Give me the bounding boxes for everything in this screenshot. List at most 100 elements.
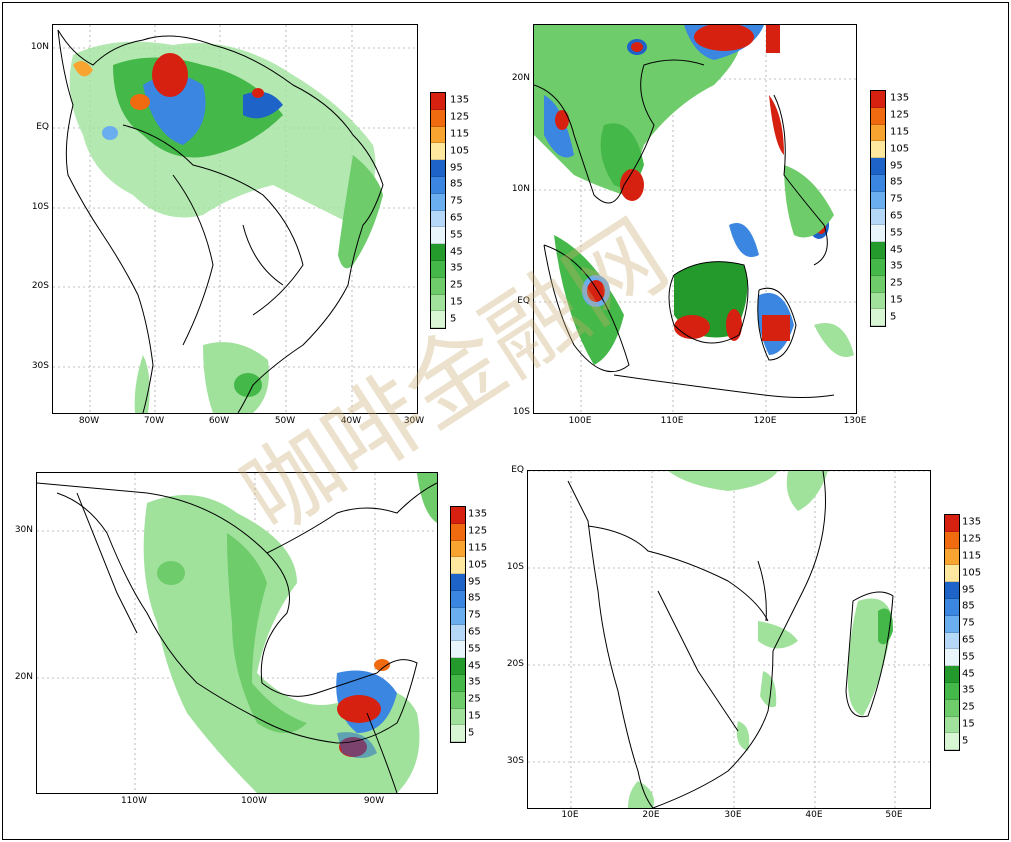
legend-swatch xyxy=(871,275,885,293)
legend-swatch xyxy=(871,174,885,192)
legend-swatch xyxy=(945,632,959,650)
legend-swatch xyxy=(871,242,885,259)
legend-swatch xyxy=(431,277,445,295)
legend-label: 135 xyxy=(890,92,910,104)
x-tick-label: 100E xyxy=(568,416,592,426)
legend-label: 15 xyxy=(890,294,903,306)
x-tick-label: 70W xyxy=(143,416,165,426)
x-tick-label: 110E xyxy=(660,416,684,426)
legend-label: 115 xyxy=(450,128,470,140)
legend-swatch xyxy=(451,557,465,575)
legend-swatch xyxy=(871,91,885,108)
color-legend xyxy=(944,514,960,752)
legend-label: 115 xyxy=(962,550,982,562)
legend-label: 65 xyxy=(468,626,481,638)
x-tick-label: 80W xyxy=(78,416,100,426)
legend-swatch xyxy=(431,244,445,261)
legend-swatch xyxy=(431,294,445,312)
legend-swatch xyxy=(945,531,959,549)
rainfall-fill xyxy=(534,25,854,365)
legend-label: 125 xyxy=(890,109,910,121)
x-tick-label: 60W xyxy=(208,416,230,426)
legend-label: 45 xyxy=(962,668,975,680)
rainfall-fill xyxy=(628,471,893,808)
y-tick-label: 10S xyxy=(506,562,524,572)
legend-label: 85 xyxy=(450,178,463,190)
legend-swatch xyxy=(431,143,445,161)
y-tick-label: 20S xyxy=(31,281,49,291)
legend-swatch xyxy=(945,548,959,566)
legend-label: 55 xyxy=(468,643,481,655)
x-tick-label: 120E xyxy=(753,416,777,426)
color-legend xyxy=(870,90,886,328)
legend-label: 35 xyxy=(468,676,481,688)
legend-label: 105 xyxy=(962,567,982,579)
legend-swatch xyxy=(451,658,465,675)
legend-swatch xyxy=(451,607,465,625)
y-tick-label: 30S xyxy=(506,756,524,766)
legend-swatch xyxy=(945,515,959,532)
color-legend xyxy=(430,92,446,330)
map-southern-africa xyxy=(527,470,931,809)
legend-label: 115 xyxy=(468,542,488,554)
y-tick-label: 10N xyxy=(30,42,49,52)
y-tick-label: 30N xyxy=(14,525,33,535)
y-tick-label: EQ xyxy=(517,296,530,306)
x-tick-label: 30E xyxy=(724,810,742,820)
legend-label: 35 xyxy=(962,684,975,696)
legend-swatch xyxy=(451,523,465,541)
legend-label: 75 xyxy=(890,193,903,205)
legend-swatch xyxy=(945,615,959,633)
southeast-asia-map-graphic xyxy=(534,25,856,413)
legend-label: 95 xyxy=(962,584,975,596)
x-tick-label: 10E xyxy=(561,810,579,820)
y-tick-label: EQ xyxy=(511,465,524,475)
x-tick-label: 50E xyxy=(885,810,903,820)
legend-label: 85 xyxy=(890,176,903,188)
x-tick-label: 30W xyxy=(403,416,425,426)
rainfall-fill xyxy=(143,473,437,793)
legend-swatch xyxy=(871,309,885,327)
y-tick-label: 20S xyxy=(506,659,524,669)
y-tick-label: 20N xyxy=(511,73,530,83)
legend-swatch xyxy=(431,126,445,144)
legend-label: 95 xyxy=(450,162,463,174)
map-southeast-asia xyxy=(533,24,857,414)
legend-label: 65 xyxy=(890,210,903,222)
legend-swatch xyxy=(451,507,465,524)
y-tick-label: 10S xyxy=(31,202,49,212)
legend-swatch xyxy=(431,193,445,211)
x-tick-label: 100W xyxy=(240,796,268,806)
legend-label: 135 xyxy=(468,508,488,520)
coastlines xyxy=(57,29,384,413)
y-tick-label: EQ xyxy=(36,122,49,132)
legend-swatch xyxy=(451,574,465,591)
legend-swatch xyxy=(431,227,445,245)
legend-label: 45 xyxy=(468,660,481,672)
legend-swatch xyxy=(945,716,959,734)
legend-label: 65 xyxy=(450,212,463,224)
legend-swatch xyxy=(451,590,465,608)
legend-swatch xyxy=(431,260,445,278)
south-america-map-graphic xyxy=(53,25,417,413)
legend-label: 65 xyxy=(962,634,975,646)
legend-swatch xyxy=(451,641,465,659)
x-tick-label: 90W xyxy=(363,796,385,806)
legend-swatch xyxy=(871,158,885,175)
legend-swatch xyxy=(451,691,465,709)
legend-swatch xyxy=(871,124,885,142)
legend-swatch xyxy=(871,225,885,243)
legend-label: 85 xyxy=(468,592,481,604)
legend-label: 25 xyxy=(962,701,975,713)
legend-swatch xyxy=(945,649,959,667)
x-tick-label: 110W xyxy=(120,796,148,806)
legend-label: 45 xyxy=(450,246,463,258)
legend-label: 115 xyxy=(890,126,910,138)
legend-label: 5 xyxy=(962,735,969,747)
legend-label: 5 xyxy=(450,313,457,325)
y-tick-label: 30S xyxy=(31,361,49,371)
legend-swatch xyxy=(431,311,445,329)
legend-swatch xyxy=(451,624,465,642)
legend-label: 95 xyxy=(468,576,481,588)
